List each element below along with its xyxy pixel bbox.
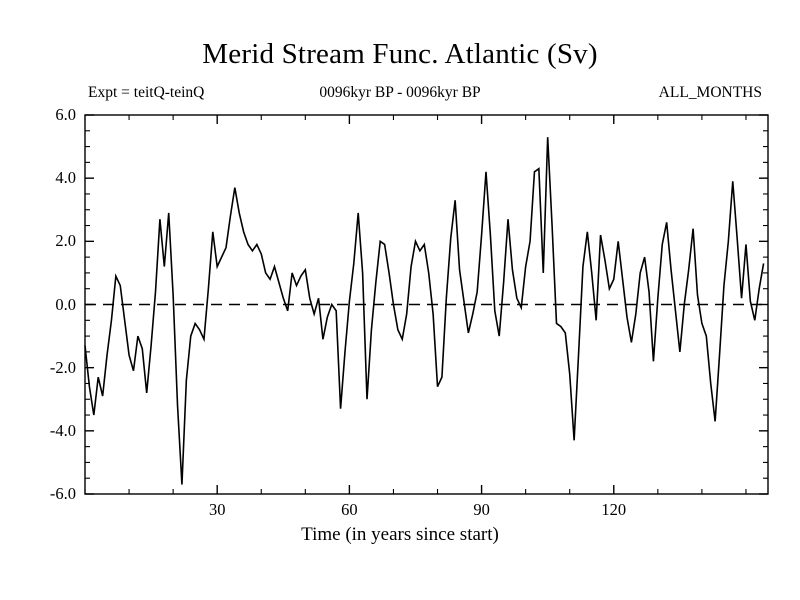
x-axis-tick-label: 60: [341, 500, 358, 519]
x-axis-tick-label: 30: [208, 500, 226, 519]
x-axis-tick-label: 120: [601, 500, 627, 519]
subtitle-period: 0096kyr BP - 0096kyr BP: [319, 84, 481, 101]
y-axis-tick-label: 6.0: [55, 105, 76, 124]
x-axis-title: Time (in years since start): [301, 524, 499, 545]
x-axis-tick-label: 90: [473, 500, 490, 519]
y-axis-tick-label: 4.0: [55, 168, 76, 188]
subtitle-experiment: Expt = teitQ-teinQ: [88, 84, 205, 101]
chart-title: Merid Stream Func. Atlantic (Sv): [202, 38, 598, 70]
y-axis-tick-label: -4.0: [49, 420, 76, 440]
data-series-line: [84, 137, 765, 485]
y-axis-tick-label: 2.0: [55, 231, 76, 251]
y-axis-tick-label: -6.0: [49, 484, 76, 503]
y-axis-tick-label: 0.0: [55, 294, 76, 314]
subtitle-months: ALL_MONTHS: [658, 84, 762, 101]
y-axis-tick-label: -2.0: [49, 357, 76, 377]
